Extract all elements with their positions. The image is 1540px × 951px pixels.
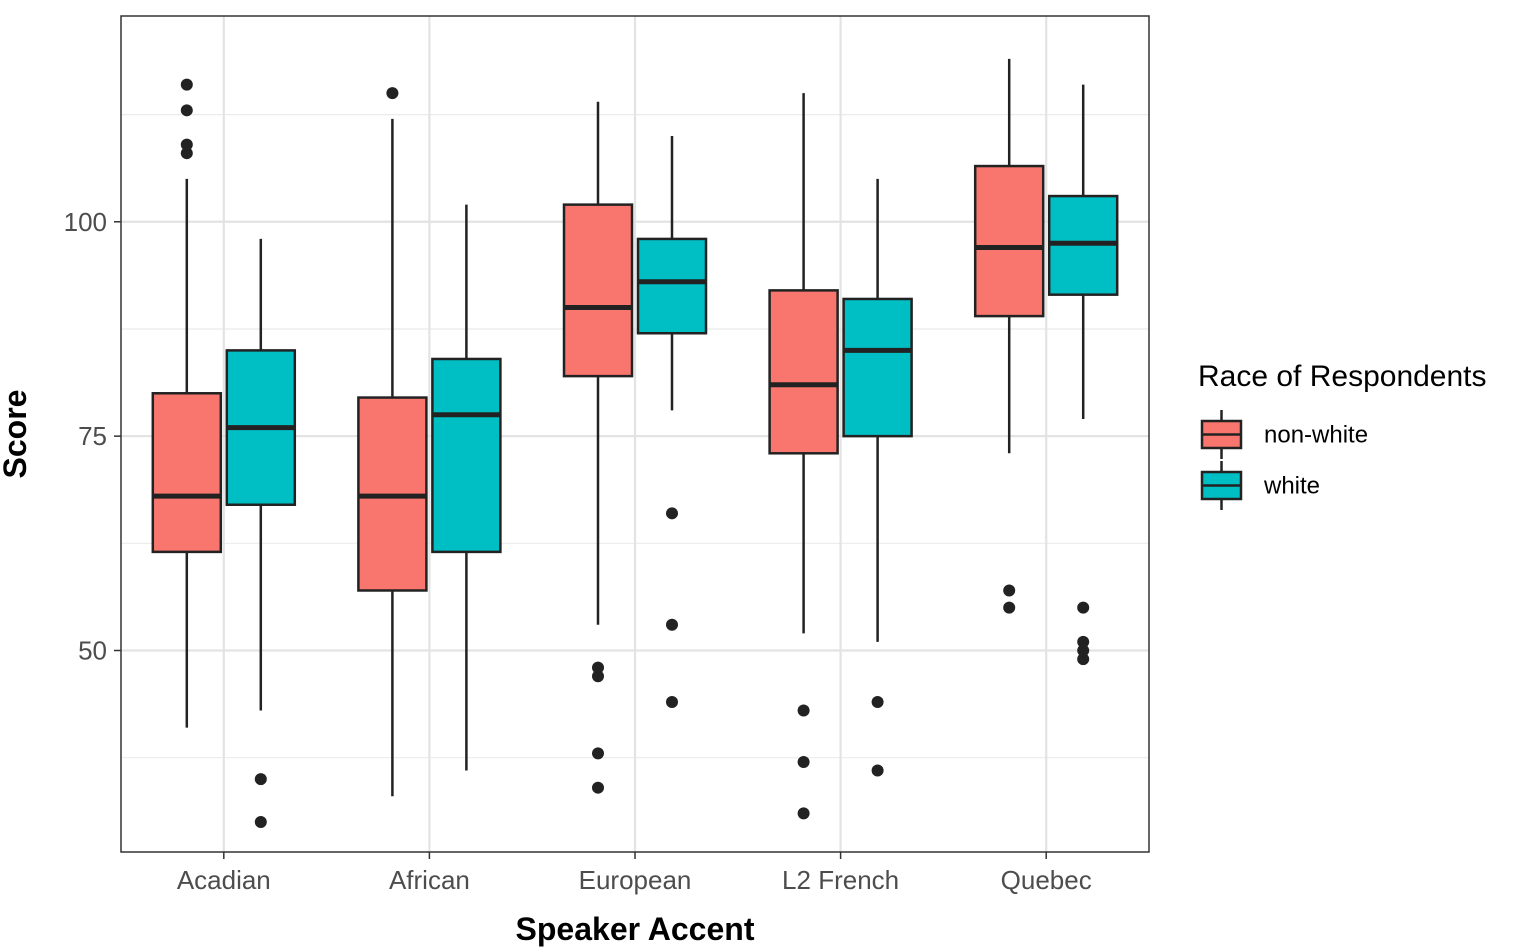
iqr-box: [973, 164, 1045, 318]
outlier-point: [254, 773, 267, 786]
outlier-point: [180, 104, 193, 117]
y-tick-label: 50: [78, 636, 107, 666]
box-non-white-african: [357, 87, 428, 797]
box-non-white-acadian: [151, 78, 223, 728]
x-tick-label: African: [389, 865, 470, 895]
y-tick-label: 75: [78, 421, 107, 451]
outlier-point: [592, 661, 604, 674]
legend-keys: non-white white: [1200, 410, 1368, 510]
x-axis: Acadian African European L2 French Quebec: [177, 852, 1092, 895]
outlier-point: [666, 507, 678, 520]
y-tick-label: 100: [64, 207, 107, 237]
y-axis: 50 75 100: [64, 207, 121, 666]
iqr-box: [768, 289, 839, 455]
outlier-point: [254, 815, 267, 828]
box-white-quebec: [1047, 84, 1119, 666]
box-white-acadian: [225, 238, 297, 828]
iqr-box: [151, 392, 223, 554]
outlier-point: [666, 695, 678, 708]
legend-key-white: white: [1200, 461, 1320, 510]
legend-key-non-white: non-white: [1200, 410, 1368, 459]
box-white-european: [636, 136, 708, 708]
outlier-point: [1077, 601, 1090, 614]
outlier-point: [1077, 644, 1090, 657]
outlier-point: [797, 704, 810, 717]
legend-title: Race of Respondents: [1198, 360, 1487, 393]
x-tick-label: L2 French: [782, 865, 899, 895]
outlier-point: [180, 147, 193, 160]
outlier-point: [180, 78, 193, 91]
outlier-point: [1077, 635, 1090, 648]
legend-label: white: [1263, 473, 1320, 500]
outlier-point: [871, 695, 884, 708]
outlier-point: [180, 138, 193, 151]
x-tick-label: Acadian: [177, 865, 271, 895]
iqr-box: [431, 357, 502, 554]
box-layer: [151, 58, 1119, 828]
outlier-point: [592, 747, 604, 760]
x-tick-label: Quebec: [1001, 865, 1092, 895]
outlier-point: [1003, 584, 1016, 597]
outlier-point: [592, 781, 604, 794]
outlier-point: [386, 87, 399, 100]
outlier-point: [797, 807, 810, 820]
outlier-point: [871, 764, 884, 777]
iqr-box: [636, 237, 708, 335]
legend: Race of Respondents non-white white: [1198, 360, 1487, 510]
outlier-point: [666, 618, 678, 631]
outlier-point: [797, 755, 810, 768]
y-axis-title: Score: [0, 390, 33, 479]
legend-label: non-white: [1264, 422, 1368, 449]
box-non-white-quebec: [973, 58, 1045, 614]
iqr-box: [562, 203, 634, 378]
outlier-point: [1077, 653, 1090, 666]
outlier-point: [592, 670, 604, 683]
iqr-box: [842, 297, 913, 438]
box-non-white-l2-french: [768, 93, 839, 820]
box-non-white-european: [562, 101, 634, 794]
x-axis-title: Speaker Accent: [516, 911, 755, 947]
outlier-point: [1003, 601, 1016, 614]
box-white-l2-french: [842, 178, 913, 777]
x-tick-label: European: [579, 865, 692, 895]
box-white-african: [431, 204, 502, 771]
